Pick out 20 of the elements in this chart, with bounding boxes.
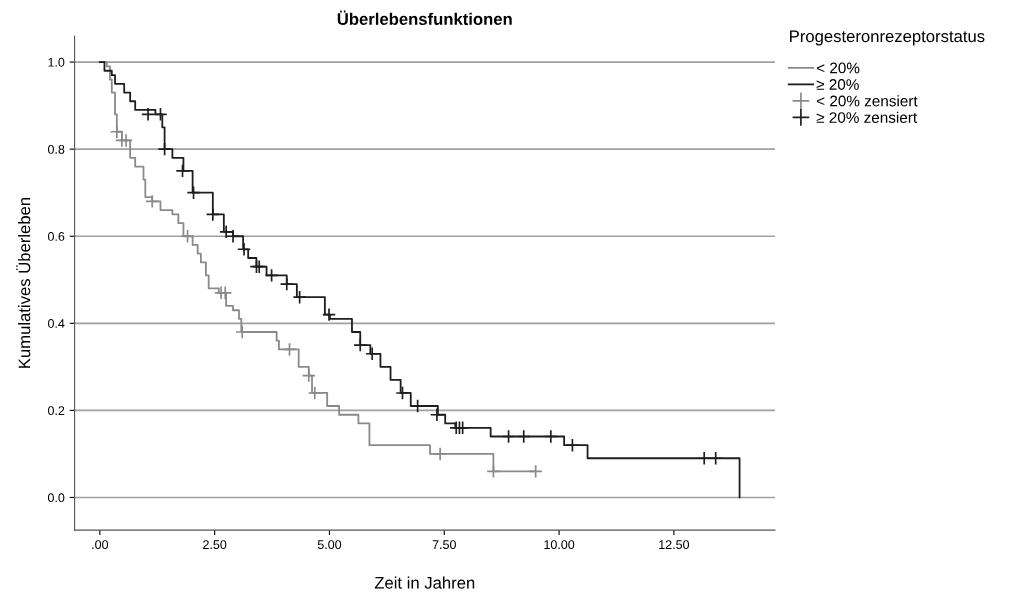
- legend-label: < 20% zensiert: [816, 95, 918, 107]
- legend-label: ≥ 20% zensiert: [816, 111, 918, 123]
- y-tick-label: 0.0: [47, 493, 65, 503]
- x-tick-label: 5.00: [317, 540, 342, 550]
- legend-label: < 20%: [816, 62, 860, 74]
- x-tick-label: .00: [92, 540, 109, 550]
- legend-title: Progesteronrezeptorstatus: [790, 30, 985, 46]
- x-axis-title: Zeit in Jahren: [374, 576, 475, 589]
- x-tick-label: 2.50: [203, 540, 227, 550]
- y-tick-label: 0.4: [47, 319, 65, 328]
- x-tick-label: 10.00: [544, 540, 575, 550]
- legend-label: ≥ 20%: [816, 79, 859, 90]
- y-tick-label: 0.6: [47, 232, 65, 241]
- y-tick-label: 0.2: [47, 406, 65, 416]
- x-tick-label: 7.50: [432, 540, 456, 550]
- y-tick-label: 1.0: [48, 57, 65, 67]
- y-axis-title: Kumulatives Überleben: [16, 197, 31, 368]
- x-tick-label: 12.50: [659, 540, 690, 550]
- chart-title: Überlebensfunktionen: [337, 10, 512, 25]
- y-tick-label: 0.8: [47, 144, 65, 154]
